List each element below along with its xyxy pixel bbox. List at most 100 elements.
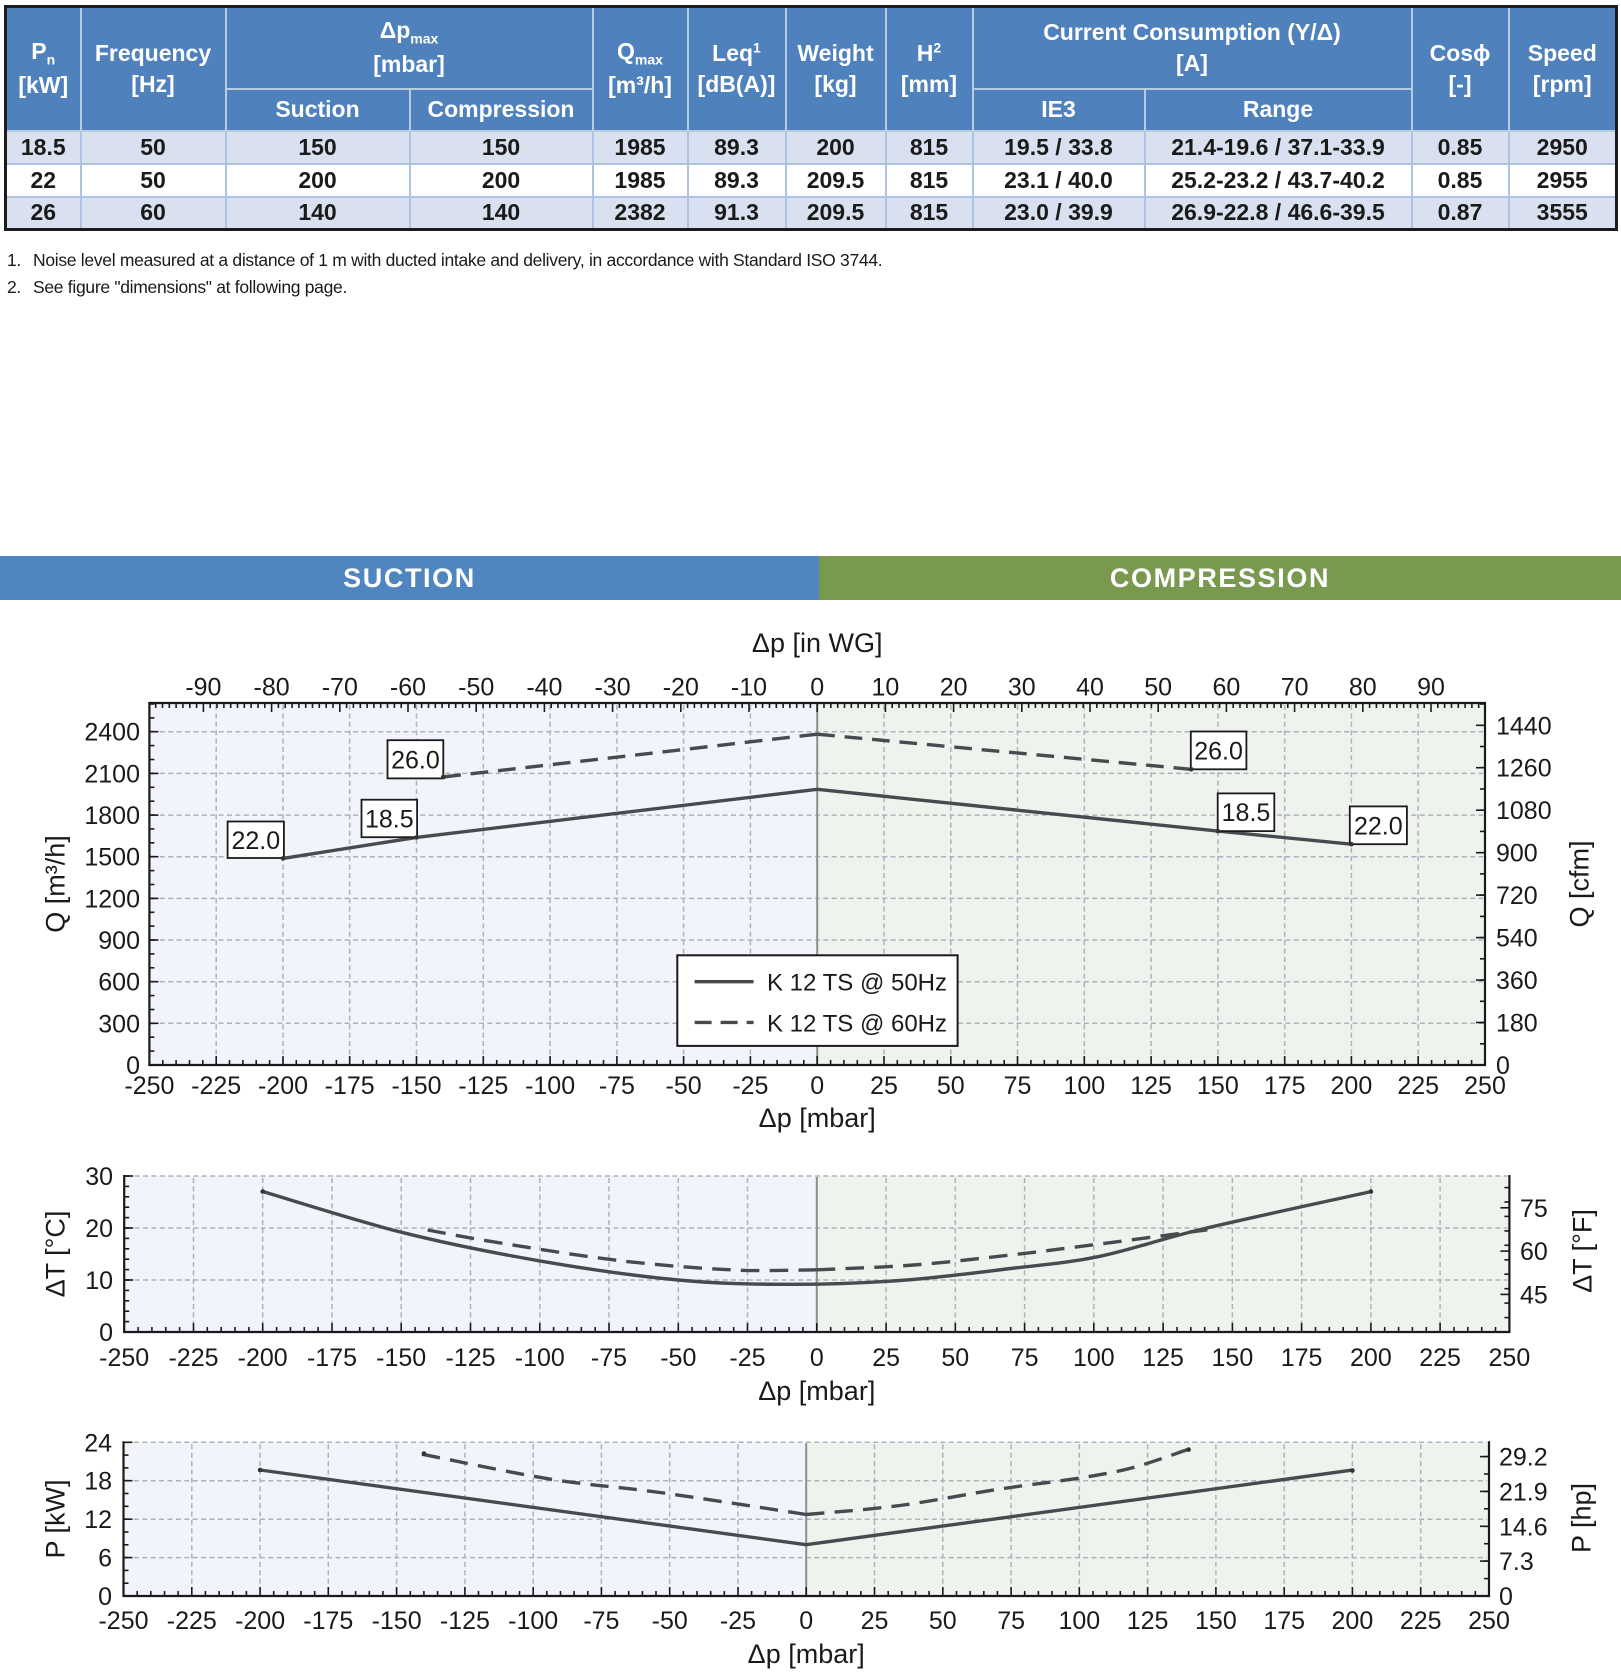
svg-text:-200: -200 (258, 1072, 308, 1100)
svg-text:1260: 1260 (1496, 755, 1552, 783)
svg-text:-150: -150 (376, 1344, 426, 1372)
svg-text:900: 900 (98, 927, 140, 955)
svg-text:-30: -30 (595, 674, 631, 702)
svg-text:100: 100 (1058, 1607, 1100, 1635)
svg-text:50: 50 (929, 1607, 957, 1635)
svg-text:0: 0 (810, 1072, 824, 1100)
svg-text:-25: -25 (720, 1607, 756, 1635)
svg-text:25: 25 (872, 1344, 900, 1372)
svg-text:-225: -225 (168, 1344, 218, 1372)
svg-text:50: 50 (1144, 674, 1172, 702)
svg-text:225: 225 (1397, 1072, 1439, 1100)
svg-text:P [hp]: P [hp] (1567, 1483, 1597, 1553)
svg-text:26.0: 26.0 (391, 746, 440, 774)
svg-text:Δp [mbar]: Δp [mbar] (758, 1376, 875, 1406)
svg-text:80: 80 (1349, 674, 1377, 702)
svg-text:-250: -250 (99, 1344, 149, 1372)
svg-text:-75: -75 (599, 1072, 635, 1100)
svg-text:-225: -225 (191, 1072, 241, 1100)
svg-text:1500: 1500 (84, 844, 140, 872)
svg-text:Q [m³/h]: Q [m³/h] (41, 835, 71, 933)
svg-text:1080: 1080 (1496, 797, 1552, 825)
svg-text:250: 250 (1489, 1344, 1531, 1372)
svg-text:30: 30 (85, 1163, 113, 1191)
svg-text:-175: -175 (307, 1344, 357, 1372)
svg-text:1440: 1440 (1496, 712, 1552, 740)
svg-text:0: 0 (810, 674, 824, 702)
svg-text:0: 0 (98, 1583, 112, 1611)
svg-text:225: 225 (1419, 1344, 1461, 1372)
svg-text:75: 75 (1011, 1344, 1039, 1372)
svg-text:-70: -70 (322, 674, 358, 702)
svg-text:-90: -90 (185, 674, 221, 702)
svg-text:-25: -25 (729, 1344, 765, 1372)
svg-text:2400: 2400 (84, 719, 140, 747)
svg-text:20: 20 (85, 1215, 113, 1243)
svg-text:12: 12 (84, 1506, 112, 1534)
svg-text:125: 125 (1130, 1072, 1172, 1100)
svg-text:22.0: 22.0 (1354, 812, 1403, 840)
svg-text:600: 600 (98, 969, 140, 997)
svg-text:-175: -175 (325, 1072, 375, 1100)
svg-text:900: 900 (1496, 840, 1538, 868)
svg-text:100: 100 (1063, 1072, 1105, 1100)
svg-text:-225: -225 (167, 1607, 217, 1635)
svg-text:6: 6 (98, 1545, 112, 1573)
svg-text:0: 0 (126, 1052, 140, 1080)
svg-text:-125: -125 (458, 1072, 508, 1100)
svg-text:180: 180 (1496, 1010, 1538, 1038)
svg-text:175: 175 (1281, 1344, 1323, 1372)
svg-text:14.6: 14.6 (1499, 1513, 1548, 1541)
svg-text:-200: -200 (238, 1344, 288, 1372)
svg-text:29.2: 29.2 (1499, 1444, 1548, 1472)
svg-text:26.0: 26.0 (1194, 737, 1243, 765)
svg-text:K 12 TS @ 50Hz: K 12 TS @ 50Hz (767, 970, 947, 997)
svg-text:-10: -10 (731, 674, 767, 702)
svg-text:45: 45 (1520, 1281, 1548, 1309)
svg-text:200: 200 (1350, 1344, 1392, 1372)
svg-text:-250: -250 (98, 1607, 148, 1635)
svg-text:175: 175 (1264, 1072, 1306, 1100)
svg-text:60: 60 (1212, 674, 1240, 702)
svg-text:1200: 1200 (84, 885, 140, 913)
svg-text:K 12 TS @ 60Hz: K 12 TS @ 60Hz (767, 1010, 947, 1037)
svg-text:-50: -50 (666, 1072, 702, 1100)
svg-text:-175: -175 (303, 1607, 353, 1635)
svg-text:0: 0 (1499, 1583, 1513, 1611)
svg-text:100: 100 (1073, 1344, 1115, 1372)
svg-text:Δp [mbar]: Δp [mbar] (748, 1639, 865, 1669)
svg-text:0: 0 (99, 1319, 113, 1347)
svg-text:300: 300 (98, 1010, 140, 1038)
svg-text:540: 540 (1496, 925, 1538, 953)
svg-text:175: 175 (1263, 1607, 1305, 1635)
svg-text:-150: -150 (372, 1607, 422, 1635)
svg-text:-40: -40 (526, 674, 562, 702)
svg-text:-125: -125 (440, 1607, 490, 1635)
svg-text:40: 40 (1076, 674, 1104, 702)
svg-text:200: 200 (1331, 1072, 1373, 1100)
svg-text:-100: -100 (525, 1072, 575, 1100)
svg-text:7.3: 7.3 (1499, 1548, 1534, 1576)
svg-text:Δp [mbar]: Δp [mbar] (759, 1103, 876, 1133)
svg-text:10: 10 (871, 674, 899, 702)
svg-text:75: 75 (1004, 1072, 1032, 1100)
svg-text:-150: -150 (391, 1072, 441, 1100)
svg-text:0: 0 (810, 1344, 824, 1372)
svg-text:ΔT [°F]: ΔT [°F] (1568, 1209, 1598, 1293)
svg-text:150: 150 (1212, 1344, 1254, 1372)
svg-text:-75: -75 (591, 1344, 627, 1372)
svg-text:150: 150 (1197, 1072, 1239, 1100)
svg-text:90: 90 (1417, 674, 1445, 702)
svg-text:-50: -50 (652, 1607, 688, 1635)
svg-text:720: 720 (1496, 882, 1538, 910)
svg-text:-100: -100 (508, 1607, 558, 1635)
svg-text:-50: -50 (660, 1344, 696, 1372)
svg-text:ΔT [°C]: ΔT [°C] (41, 1211, 71, 1298)
svg-text:50: 50 (937, 1072, 965, 1100)
svg-text:25: 25 (861, 1607, 889, 1635)
svg-text:-250: -250 (124, 1072, 174, 1100)
svg-text:25: 25 (870, 1072, 898, 1100)
svg-text:2100: 2100 (84, 760, 140, 788)
svg-text:18.5: 18.5 (1222, 799, 1271, 827)
svg-text:-20: -20 (663, 674, 699, 702)
